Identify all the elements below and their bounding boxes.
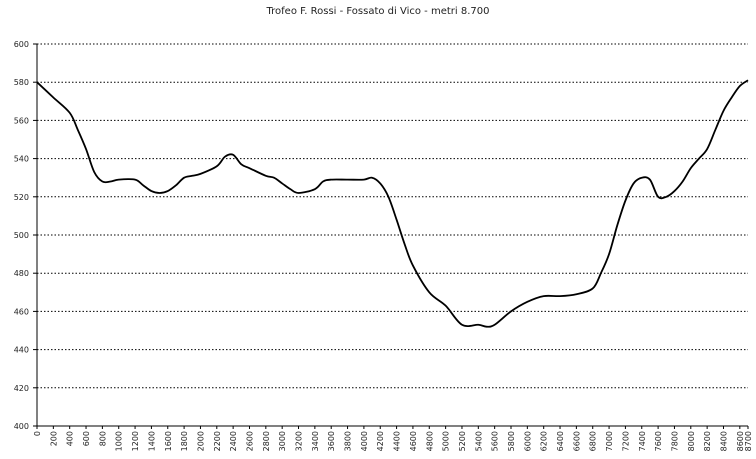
y-tick-label: 540: [14, 155, 29, 164]
x-tick-label: 5000: [442, 431, 451, 451]
elevation-series-line: [36, 79, 749, 328]
y-tick-label: 460: [14, 307, 29, 316]
x-tick-label: 6800: [589, 431, 598, 451]
x-tick-label: 5200: [458, 431, 467, 451]
x-tick-label: 1000: [115, 431, 124, 451]
x-tick-label: 8000: [687, 431, 696, 451]
x-tick-label: 1600: [164, 431, 173, 451]
x-tick-label: 2200: [213, 431, 222, 451]
y-tick-label: 440: [14, 346, 29, 355]
y-tick-label: 500: [14, 231, 29, 240]
grid-lines: [37, 43, 748, 389]
x-tick-label: 7400: [638, 431, 647, 451]
chart-title: Trofeo F. Rossi - Fossato di Vico - metr…: [266, 6, 490, 17]
y-tick-label: 520: [14, 193, 29, 202]
x-tick-label: 3800: [344, 431, 353, 451]
x-tick-label: 5400: [474, 431, 483, 451]
x-tick-label: 7000: [605, 431, 614, 451]
y-tick-label: 560: [14, 116, 29, 125]
x-tick-label: 1400: [147, 431, 156, 451]
x-tick-label: 3000: [278, 431, 287, 451]
series-group: [36, 79, 749, 328]
y-tick-label: 480: [14, 269, 29, 278]
x-tick-label: 400: [66, 431, 75, 446]
x-tick-label: 6600: [572, 431, 581, 451]
x-tick-labels: 0 200 400 600 800 1000 1200 1400 1600 1800 2000 220…: [33, 431, 753, 451]
x-tick-label: 8400: [719, 431, 728, 451]
x-tick-label: 7200: [621, 431, 630, 451]
x-tick-label: 6000: [523, 431, 532, 451]
x-tick-label: 5600: [491, 431, 500, 451]
x-tick-label: 8700: [744, 431, 753, 451]
x-tick-label: 3200: [295, 431, 304, 451]
x-tick-label: 4200: [376, 431, 385, 451]
x-tick-label: 6200: [540, 431, 549, 451]
x-tick-label: 8200: [703, 431, 712, 451]
x-tick-label: 6400: [556, 431, 565, 451]
y-tick-label: 400: [14, 422, 29, 431]
x-tick-label: 4000: [360, 431, 369, 451]
x-tick-label: 3600: [327, 431, 336, 451]
x-tick-label: 4800: [425, 431, 434, 451]
x-tick-label: 2400: [229, 431, 238, 451]
x-tick-label: 200: [49, 431, 58, 446]
x-tick-label: 3400: [311, 431, 320, 451]
x-tick-label: 4600: [409, 431, 418, 451]
x-tick-label: 7800: [670, 431, 679, 451]
x-tick-label: 2800: [262, 431, 271, 451]
x-tick-label: 800: [98, 431, 107, 446]
x-tick-label: 8600: [736, 431, 745, 451]
y-tick-label: 600: [14, 40, 29, 49]
y-tick-labels: 400 420 440 460 480 500 520 540 560 580 600: [14, 40, 29, 431]
x-tick-label: 2600: [245, 431, 254, 451]
x-tick-label: 0: [33, 431, 42, 436]
y-tick-label: 420: [14, 384, 29, 393]
x-tick-label: 600: [82, 431, 91, 446]
x-tick-label: 1200: [131, 431, 140, 451]
axes: [33, 43, 749, 429]
x-tick-label: 4400: [393, 431, 402, 451]
x-tick-label: 1800: [180, 431, 189, 451]
x-tick-label: 2000: [196, 431, 205, 451]
y-tick-label: 580: [14, 78, 29, 87]
x-tick-label: 7600: [654, 431, 663, 451]
x-tick-label: 5800: [507, 431, 516, 451]
